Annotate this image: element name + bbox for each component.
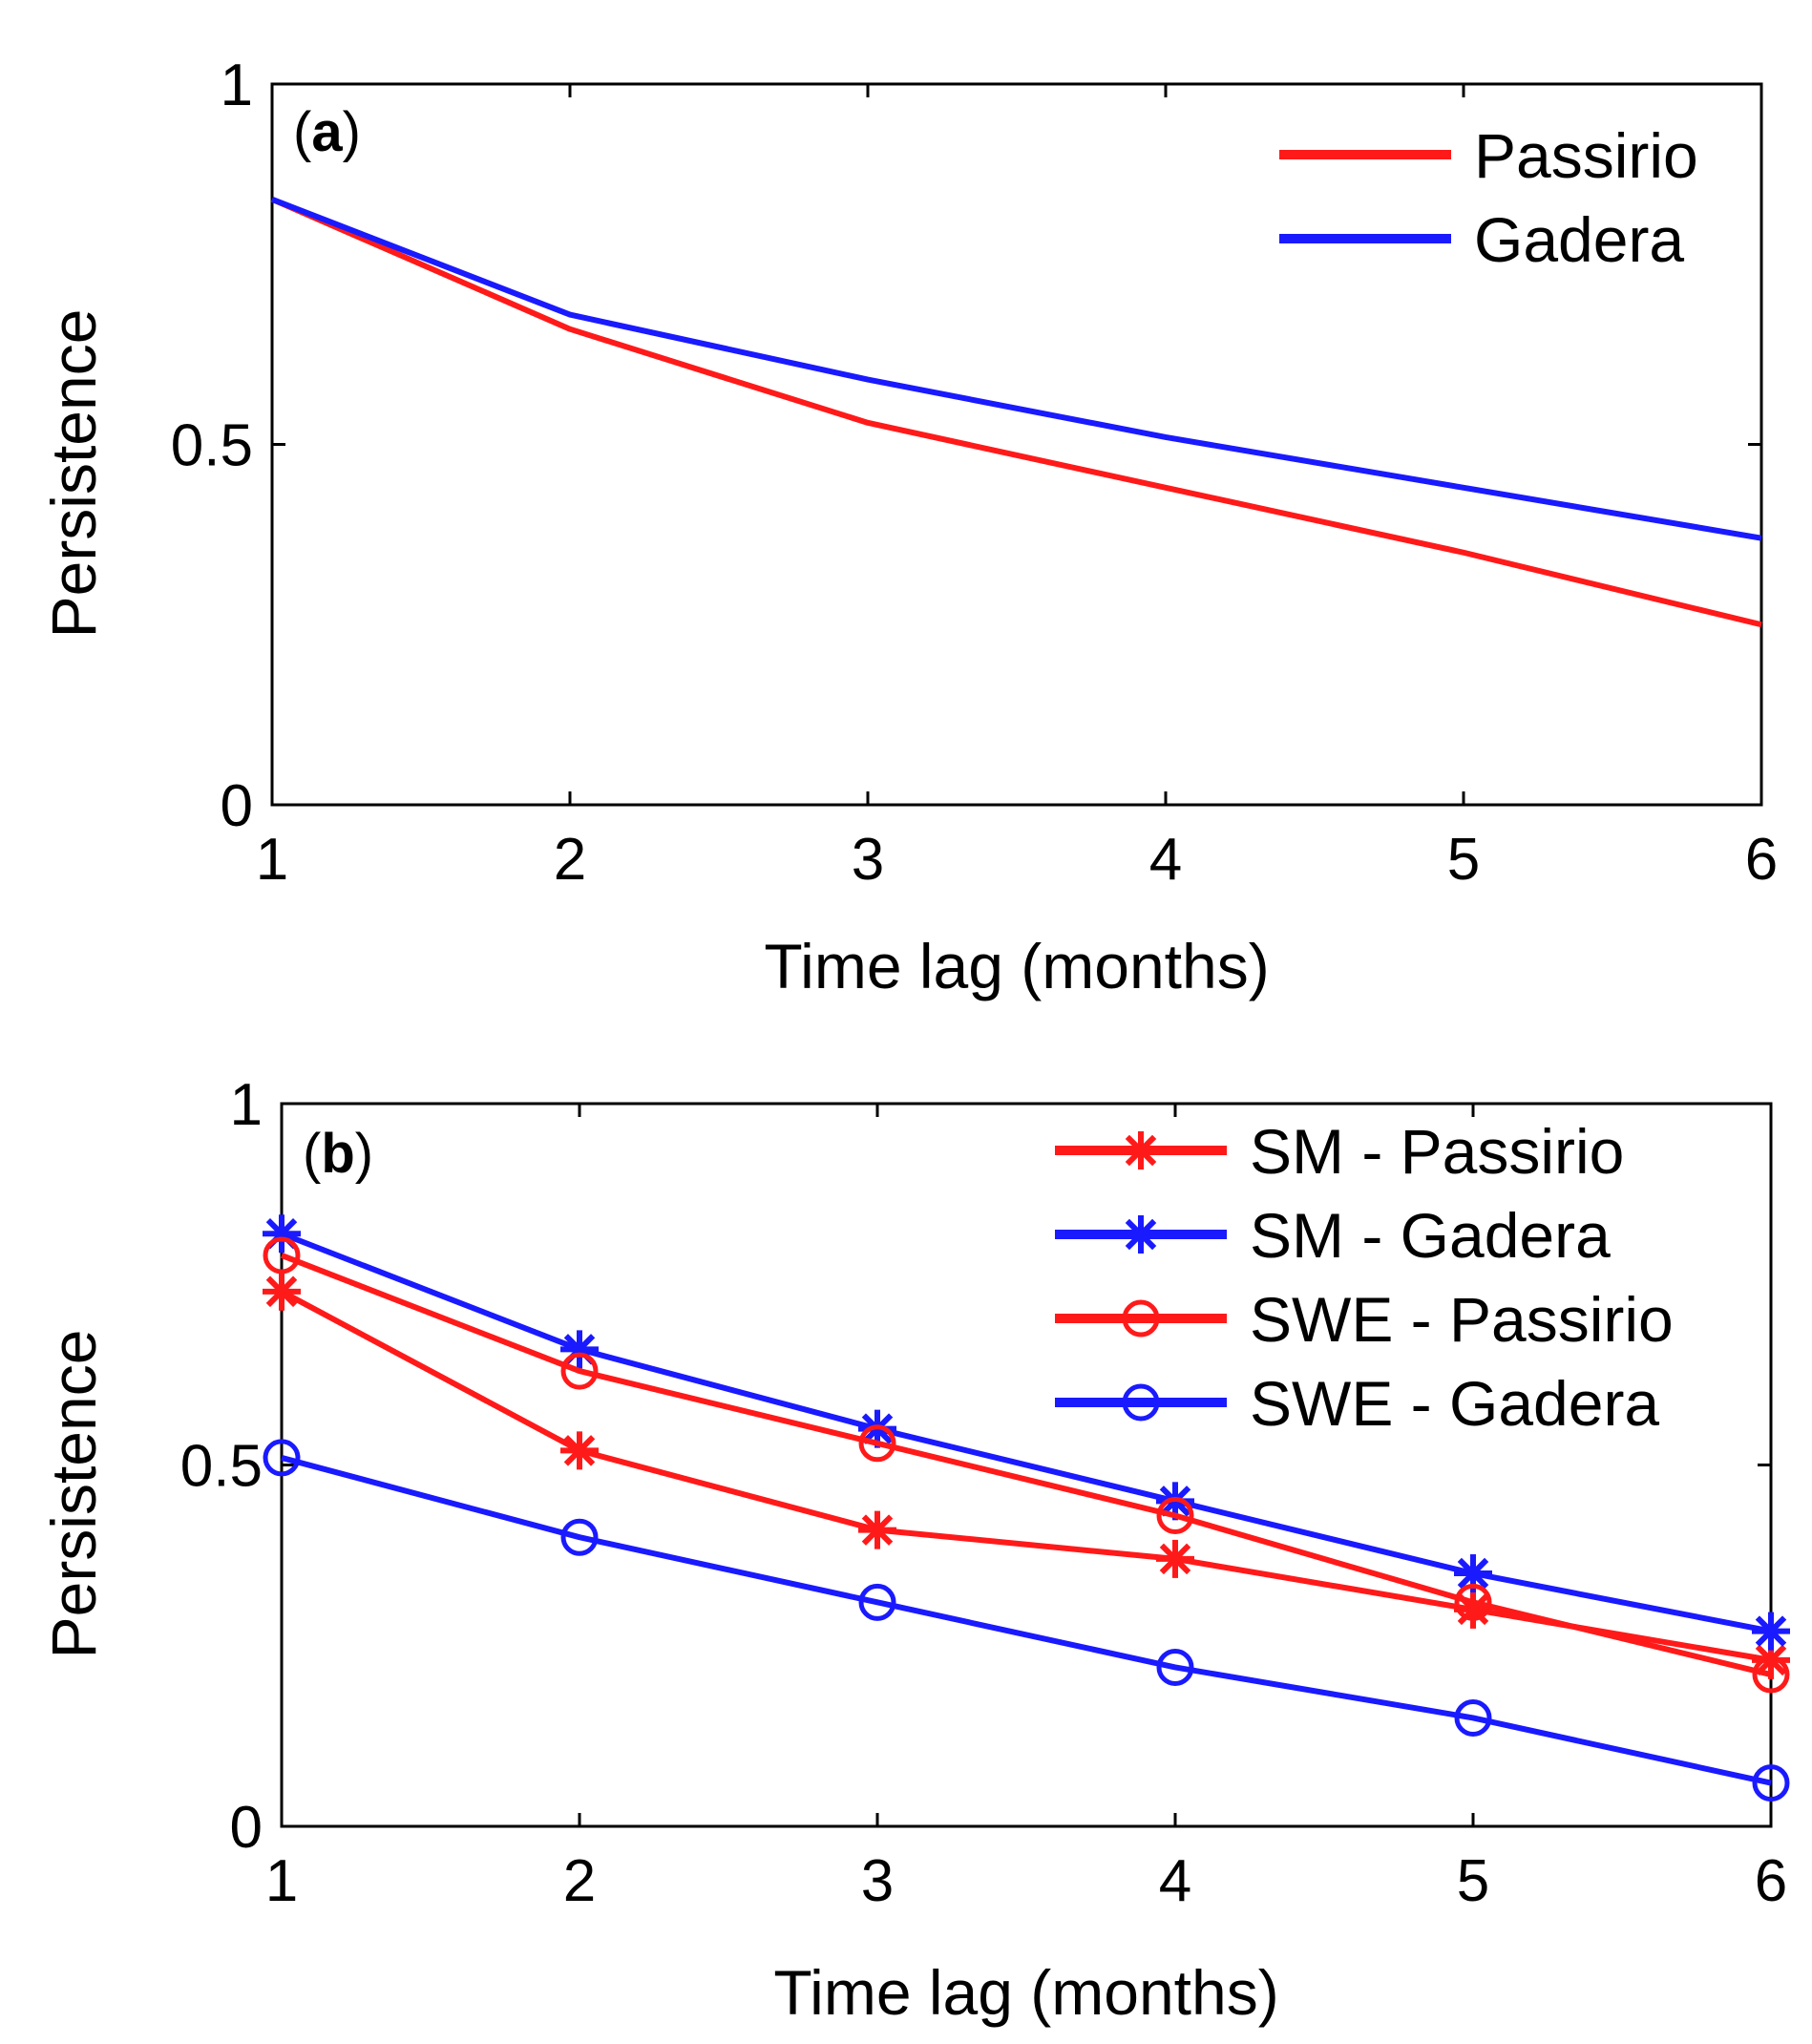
data-point-circle: [858, 1424, 896, 1463]
series-swe-gadera: [263, 1439, 1790, 1802]
panel-b: 1 2 3 4 5 6 0 0.5 1 Time lag (months) Persistence (…: [38, 1072, 1790, 2028]
panel-a: 1 2 3 4 5 6 0 0.5 1 Time lag (months) Persistence (…: [38, 53, 1778, 1001]
legend-entry: Gadera: [1279, 204, 1684, 275]
data-point-star: [263, 1272, 301, 1311]
legend-entry: SM - Gadera: [1055, 1200, 1611, 1271]
legend-marker-star: [1122, 1215, 1160, 1254]
y-tick-label: 1: [230, 1072, 263, 1138]
data-point-circle: [263, 1236, 301, 1275]
legend-entry: SM - Passirio: [1055, 1116, 1624, 1187]
data-point-circle: [560, 1352, 599, 1390]
data-point-star: [1752, 1612, 1790, 1651]
data-point-circle: [858, 1583, 896, 1621]
x-tick-label: 6: [1755, 1848, 1787, 1914]
y-tick-label: 0: [230, 1795, 263, 1861]
data-point-star: [560, 1431, 599, 1470]
y-tick-label: 0.5: [171, 413, 253, 479]
x-tick-label: 5: [1447, 827, 1480, 893]
data-point-circle: [1454, 1583, 1492, 1621]
plot-frame: [270, 82, 1763, 807]
y-axis-label: Persistence: [38, 309, 109, 639]
data-point-circle: [1156, 1496, 1194, 1534]
data-point-star: [858, 1510, 896, 1549]
x-tick-label: 3: [861, 1848, 894, 1914]
data-point-star: [1454, 1554, 1492, 1593]
data-point-circle: [1752, 1655, 1790, 1694]
series-line: [281, 1455, 1772, 1786]
panel-label: (b): [303, 1123, 373, 1185]
legend-entry: Passirio: [1279, 120, 1698, 191]
data-point-circle: [263, 1439, 301, 1477]
data-point-circle: [560, 1518, 599, 1556]
series-line: [280, 1289, 1772, 1663]
x-tick-label: 2: [554, 827, 586, 893]
data-point-circle: [1156, 1648, 1194, 1686]
panel-label: (a): [293, 101, 361, 163]
series-swe-passirio: [263, 1236, 1790, 1694]
legend-label: SM - Gadera: [1250, 1200, 1611, 1271]
legend-marker-star: [1122, 1131, 1160, 1170]
series-sm-passirio: [263, 1272, 1790, 1679]
x-tick-label: 1: [265, 1848, 298, 1914]
series-line: [270, 197, 1762, 628]
series-line: [280, 1253, 1772, 1677]
data-point-circle: [1454, 1698, 1492, 1737]
legend-entry: SWE - Passirio: [1055, 1284, 1674, 1355]
x-axis-label: Time lag (months): [773, 1957, 1278, 2028]
data-point-star: [1156, 1539, 1194, 1578]
legend-label: SWE - Gadera: [1250, 1368, 1659, 1439]
x-tick-label: 4: [1149, 827, 1182, 893]
legend-label: Gadera: [1474, 204, 1684, 275]
legend-marker-circle: [1122, 1383, 1160, 1422]
y-tick-label: 0.5: [180, 1434, 263, 1500]
x-tick-label: 5: [1457, 1848, 1489, 1914]
series-line: [270, 197, 1762, 541]
data-point-circle: [1752, 1764, 1790, 1802]
legend-label: Passirio: [1474, 120, 1698, 191]
x-tick-label: 6: [1745, 827, 1778, 893]
legend-marker-circle: [1122, 1299, 1160, 1338]
series-line: [280, 1231, 1772, 1634]
y-axis-label: Persistence: [38, 1330, 109, 1659]
x-tick-label: 3: [852, 827, 884, 893]
y-tick-label: 0: [221, 773, 253, 839]
series-gadera: [270, 197, 1762, 541]
y-tick-label: 1: [221, 53, 253, 118]
legend-label: SWE - Passirio: [1250, 1284, 1674, 1355]
x-axis-label: Time lag (months): [764, 931, 1269, 1001]
x-tick-label: 4: [1159, 1848, 1191, 1914]
x-tick-label: 2: [563, 1848, 596, 1914]
legend-label: SM - Passirio: [1250, 1116, 1624, 1187]
x-tick-label: 1: [256, 827, 288, 893]
legend-entry: SWE - Gadera: [1055, 1368, 1659, 1439]
